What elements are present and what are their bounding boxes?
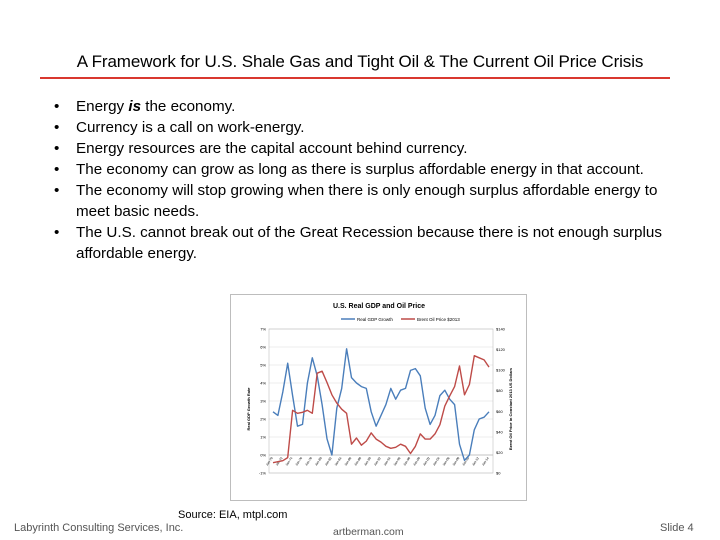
x-tick-label: Jan-74 [285, 456, 294, 466]
y-tick-right: $20 [496, 450, 503, 455]
x-tick-label: Jan-00 [412, 456, 421, 466]
title-underline [40, 77, 670, 79]
x-tick-label: Jan-08 [451, 456, 460, 466]
x-tick-label: Jan-06 [442, 456, 451, 466]
bullet-item: • The economy can grow as long as there i… [54, 161, 644, 178]
x-tick-label: Jan-86 [343, 456, 352, 466]
y-tick-left: 6% [260, 345, 266, 350]
y-tick-left: 3% [260, 399, 266, 404]
bullet-dot-icon: • [54, 224, 60, 241]
source-note: Source: EIA, mtpl.com [178, 509, 288, 521]
y-tick-left: 1% [260, 435, 266, 440]
x-tick-label: Jan-96 [393, 456, 402, 466]
x-tick-label: Jan-80 [314, 456, 323, 466]
gdp-growth-line [272, 348, 490, 462]
y-tick-left: 7% [260, 327, 266, 332]
y-tick-right: $80 [496, 388, 503, 393]
x-tick-label: Jan-76 [294, 456, 303, 466]
x-tick-label: Jan-14 [481, 456, 490, 466]
bullet-dot-icon: • [54, 161, 60, 178]
legend-gdp-label: Real GDP Growth [357, 317, 393, 322]
x-tick-label: Jan-92 [373, 456, 382, 466]
footer-slide-number: Slide 4 [660, 522, 694, 534]
x-tick-label: Jan-12 [471, 456, 480, 466]
x-tick-label: Jan-94 [383, 456, 392, 466]
bullet-item: • Energy resources are the capital accoun… [54, 140, 468, 157]
bullet-list: • Energy is the economy. • Currency is a c… [52, 96, 672, 264]
chart-legend: Real GDP Growth Brent Oil Price $2013 [341, 317, 460, 322]
oil-price-line [272, 355, 490, 464]
bullet-item: • The U.S. cannot break out of the Great … [54, 224, 662, 262]
x-tick-label: Jan-78 [304, 456, 313, 466]
y-tick-right: $100 [496, 368, 506, 373]
y-tick-left: -1% [259, 471, 267, 476]
chart-title: U.S. Real GDP and Oil Price [333, 303, 425, 310]
x-tick-label: Jan-82 [324, 456, 333, 466]
x-tick-label: Jan-02 [422, 456, 431, 466]
x-tick-label: Jan-88 [353, 456, 362, 466]
plot-area [268, 328, 494, 474]
y-tick-right: $120 [496, 347, 506, 352]
bullet-item: • Energy is the economy. [54, 98, 236, 115]
bullet-item: • Currency is a call on work-energy. [54, 119, 305, 136]
y-axis-right-label: Brent Oil Price in Constant 2013 US Doll… [508, 367, 513, 450]
y-tick-right: $40 [496, 429, 503, 434]
footer-company: Labyrinth Consulting Services, Inc. [14, 522, 184, 534]
slide-title: A Framework for U.S. Shale Gas and Tight… [76, 52, 644, 71]
y-tick-left: 0% [260, 453, 266, 458]
x-tick-label: Jan-70 [265, 456, 274, 466]
y-tick-left: 5% [260, 363, 266, 368]
x-tick-label: Jan-90 [363, 456, 372, 466]
chart-canvas: U.S. Real GDP and Oil Price Real GDP Gro… [246, 303, 513, 476]
x-tick-label: Jan-98 [402, 456, 411, 466]
y-tick-left: 2% [260, 417, 266, 422]
bullet-dot-icon: • [54, 98, 60, 115]
y-tick-right: $0 [496, 471, 501, 476]
y-tick-right: $140 [496, 327, 506, 332]
x-tick-label: Jan-10 [461, 456, 470, 466]
legend-oil-label: Brent Oil Price $2013 [417, 317, 460, 322]
y-tick-right: $60 [496, 409, 503, 414]
y-tick-left: 4% [260, 381, 266, 386]
bullet-item: • The economy will stop growing when ther… [54, 182, 658, 220]
bullet-dot-icon: • [54, 140, 60, 157]
gdp-oil-chart: U.S. Real GDP and Oil Price Real GDP Gro… [230, 294, 527, 501]
x-tick-label: Jan-04 [432, 456, 441, 466]
x-tick-label: Jan-84 [334, 456, 343, 466]
y-axis-left-label: Real GDP Growth Rate [246, 387, 251, 431]
bullet-dot-icon: • [54, 119, 60, 136]
emphasis-text: is [128, 98, 142, 115]
footer-website: artberman.com [333, 526, 404, 538]
bullet-dot-icon: • [54, 182, 60, 199]
